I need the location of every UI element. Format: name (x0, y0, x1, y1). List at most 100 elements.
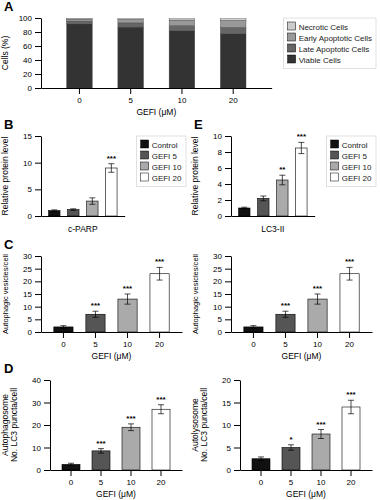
tick-mark (317, 332, 318, 338)
y-tick: 10 (213, 303, 231, 312)
tick-mark (131, 470, 132, 476)
bar-segment (118, 18, 144, 19)
y-tick: 15 (222, 399, 240, 408)
legend-label: GEFI 10 (152, 163, 182, 172)
bar (239, 208, 250, 216)
tick-mark (44, 470, 50, 471)
axis-line (51, 470, 183, 471)
error-bar (51, 210, 57, 212)
tick-label: 100 (19, 14, 33, 23)
bar (312, 434, 330, 470)
x-axis-label: GEFI (μM) (92, 351, 132, 361)
bar (106, 168, 117, 216)
x-tick: 20 (345, 332, 354, 349)
bar (49, 211, 60, 216)
y-tick: 0 (28, 212, 41, 221)
tick-mark (44, 380, 50, 381)
x-axis: 051020 (232, 332, 373, 349)
significance-label: *** (155, 257, 165, 266)
tick-label: 10 (313, 340, 322, 349)
legend-swatch (288, 22, 296, 30)
legend: ControlGEFI 5GEFI 10GEFI 20 (137, 136, 186, 187)
tick-mark (35, 88, 41, 89)
bar-segment (67, 21, 93, 24)
y-tick: 100 (19, 14, 41, 23)
tick-label: 20 (23, 277, 32, 286)
tick-mark (35, 319, 41, 320)
error-bar (282, 311, 288, 317)
tick-label: 10 (32, 444, 41, 453)
tick-mark (44, 425, 50, 426)
significance-label: *** (316, 420, 326, 429)
tick-label: 80 (23, 28, 32, 37)
tick-mark (233, 88, 234, 94)
y-axis: 051015 (23, 132, 41, 221)
bar (342, 407, 360, 470)
tick-label: 10 (177, 96, 186, 105)
tick-mark (35, 189, 41, 190)
panel-title: E (194, 117, 203, 132)
bar-segment (67, 18, 93, 19)
tick-mark (130, 88, 131, 94)
y-tick: 40 (32, 376, 50, 385)
bar (150, 274, 169, 332)
tick-label: 15 (222, 399, 231, 408)
tick-mark (181, 88, 182, 94)
x-tick: 5 (99, 470, 104, 487)
tick-mark (63, 332, 64, 338)
tick-label: 20 (155, 340, 164, 349)
tick-label: 25 (213, 265, 222, 274)
tick-label: 0 (251, 340, 256, 349)
tick-label: 15 (23, 290, 32, 299)
bar-segment (118, 23, 144, 27)
tick-label: 20 (345, 340, 354, 349)
legend-swatch (141, 173, 149, 181)
x-axis-label: GEFI (μM) (96, 489, 136, 499)
tick-label: 0 (218, 328, 223, 337)
y-tick: 10 (213, 132, 231, 141)
x-axis-label: c-PARP (68, 224, 98, 234)
bar-segment (220, 18, 246, 20)
tick-mark (261, 470, 262, 476)
tick-mark (321, 470, 322, 476)
axis-line (240, 381, 241, 471)
bar (68, 210, 79, 216)
tick-mark (234, 470, 240, 471)
x-axis-label: GEFI (μM) (136, 107, 176, 117)
y-tick: 15 (23, 290, 41, 299)
y-tick: 0 (218, 212, 231, 221)
tick-label: 30 (32, 399, 41, 408)
axis-line (232, 332, 373, 333)
panel-title: A (4, 0, 14, 14)
x-axis: 051020 (51, 470, 183, 487)
panel-title: D (4, 361, 13, 376)
error-bar (318, 430, 324, 439)
error-bar (158, 405, 164, 414)
x-axis-label: LC3-II (261, 224, 284, 234)
y-axis-label-line: Cells (%) (0, 36, 10, 71)
tick-label: 10 (127, 478, 136, 487)
y-tick: 6 (218, 164, 231, 173)
significance-label: *** (91, 301, 101, 310)
tick-mark (225, 319, 231, 320)
y-tick: 5 (227, 444, 240, 453)
tick-mark (225, 216, 231, 217)
y-tick: 30 (32, 399, 50, 408)
tick-mark (225, 200, 231, 201)
tick-mark (234, 425, 240, 426)
y-tick: 5 (28, 315, 41, 324)
error-bar (68, 463, 74, 465)
y-axis-label-line: No. LC3 puncta/cell (9, 388, 19, 462)
tick-label: 10 (23, 159, 32, 168)
panel: *******05101520051020GEFI (μM)Autolysoso… (190, 376, 373, 499)
tick-label: 40 (23, 56, 32, 65)
tick-label: 0 (259, 478, 264, 487)
legend-label: Late Apoptotic Cells (299, 45, 370, 54)
tick-label: 20 (157, 478, 166, 487)
y-tick: 60 (23, 42, 41, 51)
y-tick: 0 (28, 84, 41, 93)
panel: 020406080100051020GEFI (μM)Cells (%) (0, 14, 272, 117)
tick-label: 20 (222, 376, 231, 385)
axis-line (41, 257, 42, 333)
tick-label: 10 (23, 303, 32, 312)
